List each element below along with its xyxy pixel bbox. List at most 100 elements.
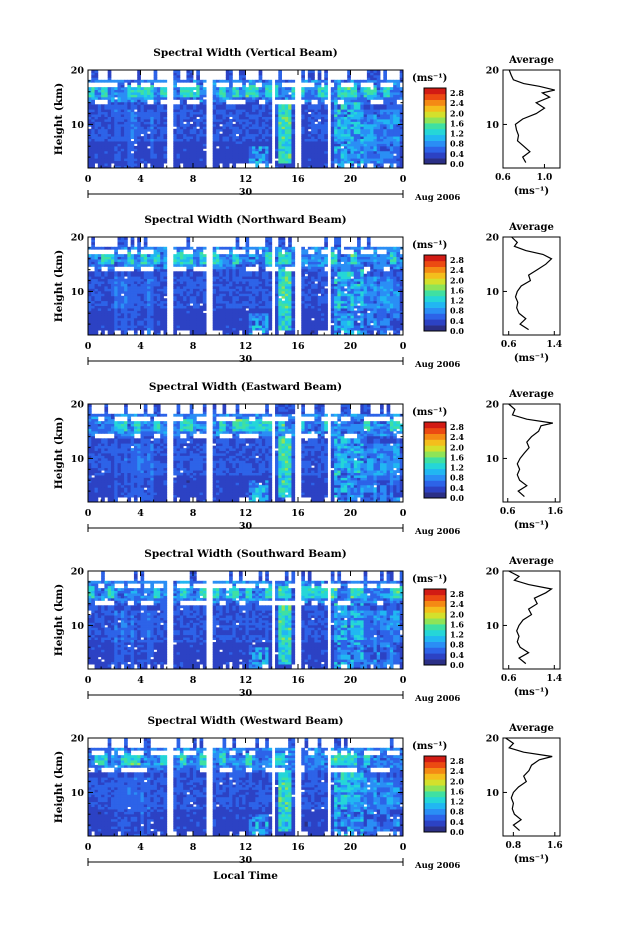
heatmap-cell	[232, 119, 236, 122]
heatmap-cell	[246, 144, 250, 147]
heatmap-cell	[285, 97, 289, 100]
heatmap-cell	[242, 301, 246, 304]
heatmap-cell	[141, 318, 145, 321]
heatmap-cell	[285, 311, 289, 314]
heatmap-cell	[229, 90, 233, 93]
heatmap-cell	[232, 153, 236, 156]
heatmap-cell	[173, 95, 177, 98]
heatmap-cell	[354, 129, 358, 132]
heatmap-cell	[190, 144, 194, 147]
heatmap-cell	[268, 328, 272, 331]
heatmap-cell	[314, 134, 318, 137]
heatmap-cell	[226, 117, 230, 120]
heatmap-cell	[196, 296, 200, 299]
heatmap-cell	[223, 90, 227, 93]
heatmap-cell	[186, 276, 190, 279]
heatmap-cell	[186, 80, 190, 83]
heatmap-cell	[278, 87, 282, 90]
colorbar-swatch	[424, 123, 446, 129]
heatmap-cell	[177, 141, 181, 144]
heatmap-cell	[373, 80, 377, 83]
heatmap-cell	[226, 129, 230, 132]
heatmap-cell	[308, 99, 312, 102]
heatmap-cell	[308, 77, 312, 80]
heatmap-cell	[265, 249, 269, 252]
heatmap-cell	[121, 151, 125, 154]
heatmap-cell	[127, 85, 131, 88]
heatmap-cell	[124, 274, 128, 277]
heatmap-cell	[268, 276, 272, 279]
heatmap-cell	[88, 141, 92, 144]
heatmap-cell	[396, 112, 400, 115]
heatmap-cell	[118, 151, 122, 154]
heatmap-cell	[236, 303, 240, 306]
heatmap-cell	[236, 288, 240, 291]
heatmap-cell	[111, 119, 115, 122]
heatmap-cell	[137, 313, 141, 316]
heatmap-cell	[265, 293, 269, 296]
heatmap-cell	[124, 279, 128, 282]
heatmap-cell	[213, 119, 217, 122]
heatmap-cell	[157, 92, 161, 95]
heatmap-cell	[314, 129, 318, 132]
heatmap-cell	[344, 153, 348, 156]
heatmap-cell	[91, 286, 95, 289]
heatmap-cell	[357, 112, 361, 115]
heatmap-cell	[177, 112, 181, 115]
heatmap-cell	[282, 148, 286, 151]
heatmap-cell	[367, 129, 371, 132]
heatmap-cell	[268, 121, 272, 124]
heatmap-cell	[114, 291, 118, 294]
heatmap-cell	[154, 163, 158, 166]
heatmap-cell	[282, 291, 286, 294]
heatmap-cell	[331, 114, 335, 117]
heatmap-cell	[150, 141, 154, 144]
heatmap-cell	[324, 146, 328, 149]
heatmap-cell	[157, 269, 161, 272]
heatmap-cell	[186, 259, 190, 262]
heatmap-cell	[226, 315, 230, 318]
heatmap-cell	[104, 119, 108, 122]
heatmap-cell	[380, 136, 384, 139]
heatmap-cell	[367, 124, 371, 127]
heatmap-cell	[163, 87, 167, 90]
heatmap-cell	[121, 264, 125, 267]
heatmap-cell	[354, 107, 358, 110]
heatmap-cell	[282, 269, 286, 272]
heatmap-cell	[131, 112, 135, 115]
heatmap-cell	[314, 139, 318, 142]
heatmap-cell	[278, 80, 282, 83]
heatmap-cell	[137, 252, 141, 255]
x-tick-label: 8	[190, 174, 197, 185]
heatmap-cell	[347, 146, 351, 149]
heatmap-cell	[131, 247, 135, 250]
heatmap-cell	[193, 271, 197, 274]
heatmap-cell	[160, 249, 164, 252]
heatmap-cell	[118, 90, 122, 93]
heatmap-cell	[137, 311, 141, 314]
heatmap-cell	[154, 148, 158, 151]
heatmap-cell	[108, 296, 112, 299]
heatmap-cell	[341, 124, 345, 127]
heatmap-cell	[154, 257, 158, 260]
heatmap-cell	[177, 306, 181, 309]
heatmap-cell	[255, 298, 259, 301]
heatmap-cell	[255, 284, 259, 287]
heatmap-cell	[223, 80, 227, 83]
heatmap-cell	[347, 121, 351, 124]
heatmap-cell	[150, 131, 154, 134]
heatmap-cell	[255, 293, 259, 296]
heatmap-cell	[104, 97, 108, 100]
heatmap-cell	[95, 87, 99, 90]
heatmap-cell	[232, 281, 236, 284]
heatmap-cell	[255, 306, 259, 309]
heatmap-cell	[360, 87, 364, 90]
heatmap-cell	[344, 146, 348, 149]
heatmap-cell	[144, 151, 148, 154]
heatmap-cell	[351, 114, 355, 117]
heatmap-cell	[246, 92, 250, 95]
heatmap-cell	[262, 303, 266, 306]
heatmap-cell	[147, 325, 151, 328]
heatmap-cell	[216, 247, 220, 250]
heatmap-cell	[200, 293, 204, 296]
